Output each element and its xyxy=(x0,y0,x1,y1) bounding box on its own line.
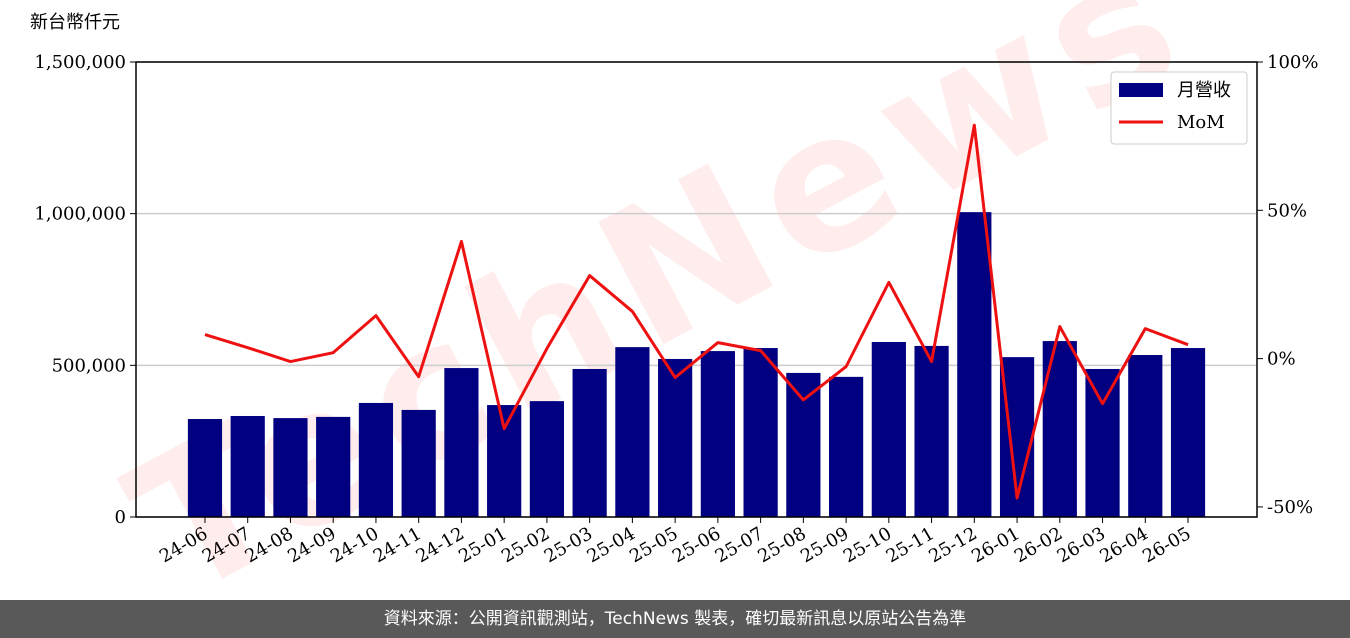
bar xyxy=(358,402,394,517)
bar xyxy=(828,376,864,517)
legend-label: 月營收 xyxy=(1177,80,1231,101)
bar xyxy=(1085,368,1120,517)
bar xyxy=(786,372,821,517)
bar xyxy=(658,358,693,517)
bar xyxy=(615,347,650,517)
x-tick-label: 25-10 xyxy=(840,523,895,567)
x-tick-label: 26-04 xyxy=(1096,523,1151,567)
bar xyxy=(444,368,479,517)
bar xyxy=(487,405,522,517)
plot-frame xyxy=(135,61,1258,518)
line xyxy=(204,123,1189,500)
y2-tick-label: 50% xyxy=(1267,200,1307,221)
x-tick-label: 26-02 xyxy=(1011,523,1066,567)
y-tick-label: 1,500,000 xyxy=(34,52,126,73)
bar xyxy=(230,415,265,517)
y2-tick-label: 100% xyxy=(1267,52,1318,73)
legend-label: MoM xyxy=(1177,112,1225,133)
x-tick-label: 25-08 xyxy=(754,523,809,567)
bar xyxy=(700,351,735,517)
legend-swatch xyxy=(1119,83,1163,97)
x-tick-label: 25-02 xyxy=(498,523,553,567)
bar xyxy=(572,368,607,517)
bar xyxy=(743,348,778,517)
y2-tick-label: -50% xyxy=(1267,497,1313,518)
x-tick-label: 25-05 xyxy=(626,523,681,567)
bar xyxy=(1042,341,1077,517)
bar xyxy=(316,416,351,517)
x-tick-label: 25-01 xyxy=(455,523,510,567)
x-tick-label: 26-03 xyxy=(1054,523,1109,567)
y-tick-label: 1,000,000 xyxy=(34,204,126,225)
y2-tick-label: 0% xyxy=(1267,349,1296,370)
x-tick-label: 25-04 xyxy=(583,523,638,567)
bar xyxy=(187,419,223,517)
bar xyxy=(871,341,906,517)
x-tick-label: 25-09 xyxy=(797,523,852,567)
x-tick-label: 25-11 xyxy=(883,523,938,567)
bar xyxy=(273,418,308,517)
bar xyxy=(529,401,565,517)
x-tick-label: 24-12 xyxy=(412,523,467,567)
bar xyxy=(401,409,436,517)
x-tick-label: 25-06 xyxy=(669,523,724,567)
bar xyxy=(914,345,949,517)
x-tick-label: 25-03 xyxy=(541,523,596,567)
bar xyxy=(1170,348,1206,517)
y-tick-label: 0 xyxy=(115,507,126,528)
x-tick-label: 25-12 xyxy=(925,523,980,567)
y-tick-label: 500,000 xyxy=(52,355,126,376)
x-tick-label: 26-01 xyxy=(968,523,1023,567)
x-tick-label: 26-05 xyxy=(1139,523,1194,567)
chart: TechNews 新台幣仟元 0500,0001,000,0001,500,00… xyxy=(30,0,1318,600)
bar xyxy=(1128,355,1163,517)
bar xyxy=(957,212,992,517)
y-axis-label: 新台幣仟元 xyxy=(30,12,120,33)
footer: 資料來源：公開資訊觀測站，TechNews 製表，確切最新訊息以原站公告為準 xyxy=(0,600,1350,638)
x-tick-label: 25-07 xyxy=(712,523,767,567)
